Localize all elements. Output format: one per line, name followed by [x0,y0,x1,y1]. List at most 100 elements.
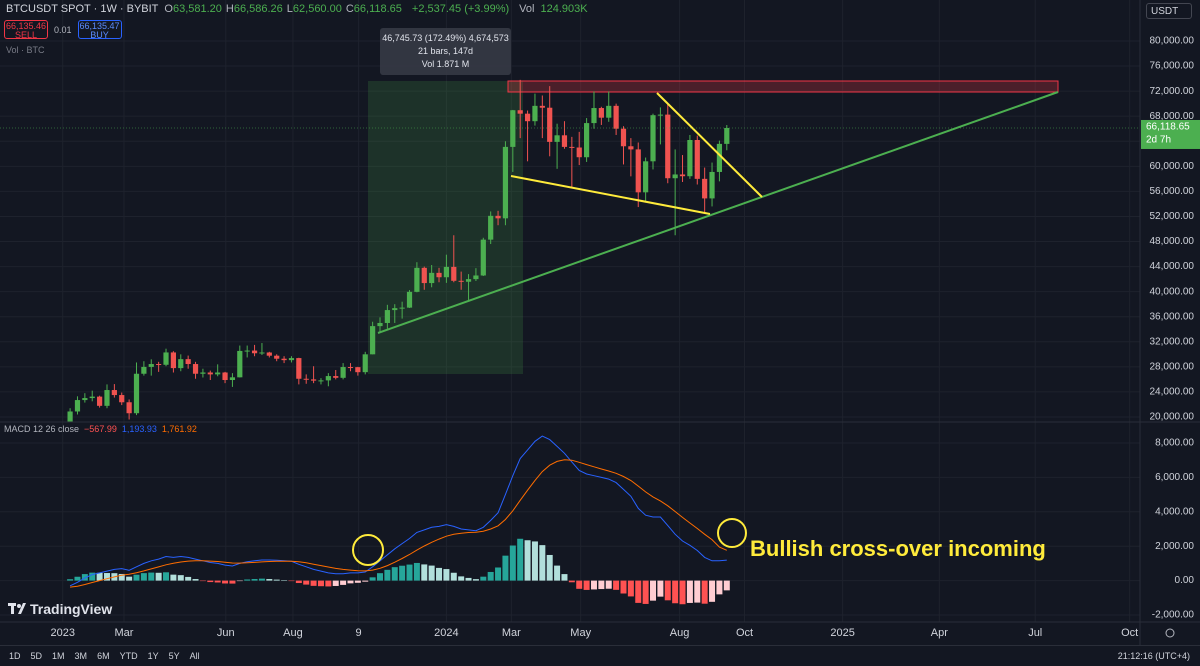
histogram-bar [295,580,302,584]
range-button[interactable]: 6M [97,651,110,661]
histogram-bar [89,572,96,581]
logo-text: TradingView [30,601,113,617]
candle-body [524,113,531,122]
histogram-bar [709,580,716,602]
candle-body [82,398,88,401]
histogram-bar [96,572,103,581]
histogram-bar [199,580,206,582]
candle-body [554,135,560,142]
sell-button[interactable]: 66,135.46 SELL [4,20,48,40]
range-button[interactable]: 5Y [168,651,180,661]
measure-zone [368,81,523,374]
x-tick-label: Apr [931,627,948,639]
grid [0,0,1140,622]
histogram-bar [81,574,88,581]
sell-price: 66,135.46 [5,21,47,31]
histogram-value: −567.99 [84,424,117,434]
measure-line: Vol 1.871 M [421,59,470,69]
candle-body [215,372,221,375]
footer: 1D 5D 1M 3M 6M YTD 1Y 5Y All 21:12:16 (UTC+4) [0,645,1200,666]
histogram-bar [192,579,199,581]
histogram-bar [347,580,354,584]
candle-body [406,291,413,308]
candle-body [104,390,110,406]
candle-body [473,275,479,280]
histogram-bar [391,567,398,581]
y-tick-label: 52,000.00 [1150,211,1195,222]
range-button[interactable]: 3M [74,651,88,661]
histogram-bar [170,574,177,581]
histogram-bar [495,567,502,581]
histogram-bar [605,580,612,589]
buy-button[interactable]: 66,135.47 BUY [77,20,122,40]
candle-body [111,390,117,396]
y-tick-label: 6,000.00 [1155,472,1194,483]
price-tag-label: 66,118.65 [1146,122,1190,133]
resistance-zone [507,80,1059,93]
candle-body [89,396,95,399]
histogram-bar [413,562,420,581]
range-button[interactable]: 1D [9,651,21,661]
range-button[interactable]: YTD [119,651,138,661]
range-button[interactable]: 1Y [147,651,159,661]
candle-body [547,107,553,142]
sell-label: SELL [14,30,38,40]
candle-body [679,174,686,177]
histogram-bar [362,580,369,582]
histogram-bar [222,580,229,584]
price-pane [67,79,730,422]
candle-body [340,367,346,378]
x-tick-label: 2024 [434,627,458,639]
logo-icon [8,603,26,614]
x-tick-label: 2025 [830,627,854,639]
candle-body [517,110,523,114]
candle-body [384,310,390,323]
settings-icon[interactable] [1165,628,1175,638]
histogram-bar [273,579,280,581]
candle-body [687,139,693,177]
candle-body [458,280,464,282]
histogram-bar [598,580,605,590]
countdown: 2d 7h [1146,135,1171,146]
range-button[interactable]: All [189,651,200,661]
buy-price: 66,135.47 [79,21,120,31]
candle-body [539,105,545,108]
candle-body [591,108,597,124]
histogram-bar [517,538,524,581]
highlight-circle [717,518,747,548]
candle-body [325,376,331,381]
candle-body [480,239,486,276]
histogram-bar [369,577,376,581]
histogram-bar [155,572,162,581]
histogram-bar [672,580,679,604]
candle-body [296,358,302,379]
histogram-bar [377,573,383,581]
range-button[interactable]: 1M [52,651,65,661]
candle-body [620,128,627,147]
y-tick-label: 8,000.00 [1155,438,1194,449]
histogram-bar [185,576,192,581]
histogram-bar [214,580,221,583]
histogram-bar [627,580,634,597]
candle-body [510,110,516,147]
candle-body [251,350,258,354]
ohlc-value: 66,586.26 [233,3,283,15]
logo: TradingView [8,601,112,617]
candle-body [584,123,590,158]
candle-body [281,358,287,361]
x-tick-label: Jun [217,627,235,639]
candle-body [126,402,132,414]
histogram-bar [251,579,258,581]
range-button[interactable]: 5D [30,651,43,661]
x-tick-label: Jul [1028,627,1042,639]
histogram-bar [546,554,553,581]
candle-body [377,322,383,327]
currency[interactable]: USDT [1146,3,1192,19]
histogram-bar [716,580,723,595]
measure-label: 46,745.73 (172.49%) 4,674,573 21 bars, 1… [380,28,511,75]
range-buttons: 1D 5D 1M 3M 6M YTD 1Y 5Y All [0,651,205,661]
histogram-bar [103,573,110,581]
histogram-bar [509,545,516,581]
